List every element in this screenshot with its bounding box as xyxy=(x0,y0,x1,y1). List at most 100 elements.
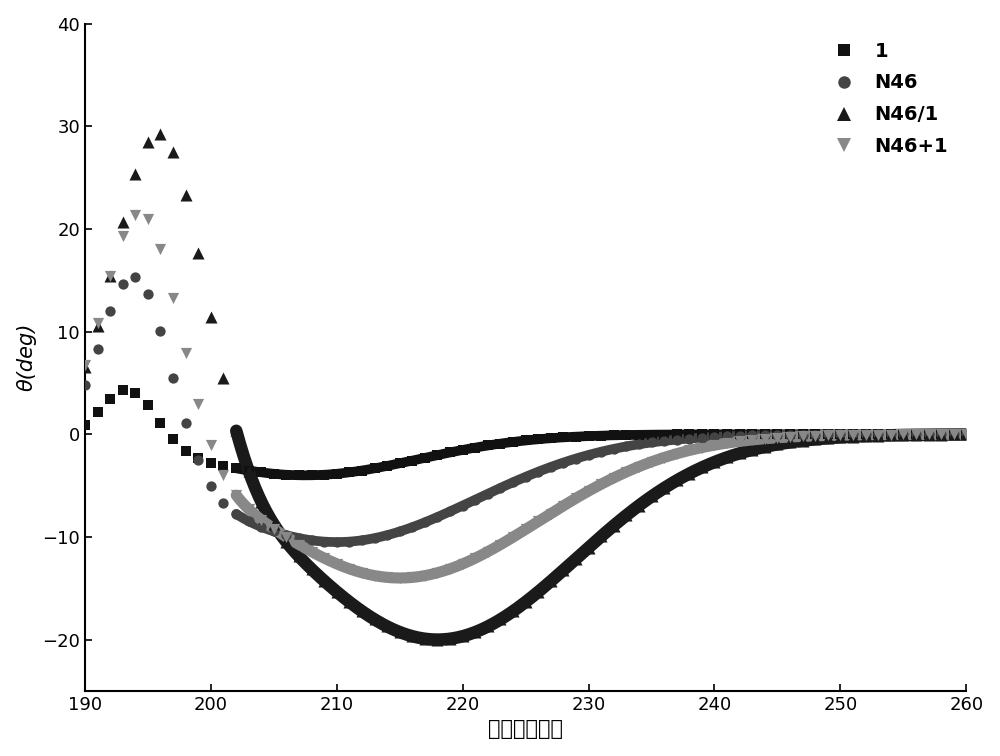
Point xyxy=(278,536,294,548)
Point xyxy=(241,503,257,515)
Point xyxy=(278,469,294,481)
Point xyxy=(870,428,886,440)
Point xyxy=(593,429,609,442)
Point xyxy=(581,541,597,553)
Point xyxy=(417,516,433,528)
Point xyxy=(480,439,496,451)
1 xyxy=(230,464,242,473)
Point xyxy=(152,243,168,256)
Point xyxy=(90,406,106,418)
Point xyxy=(921,428,937,440)
Point xyxy=(505,476,521,488)
Point xyxy=(568,453,584,465)
Point xyxy=(455,631,471,643)
Point xyxy=(669,429,685,441)
Point xyxy=(492,613,508,625)
Point xyxy=(140,399,156,411)
Point xyxy=(492,482,508,494)
Point xyxy=(908,429,924,441)
Point xyxy=(127,271,143,283)
Point xyxy=(304,546,320,558)
Point xyxy=(253,521,269,533)
Point xyxy=(341,596,357,608)
Point xyxy=(329,586,345,598)
Point xyxy=(732,430,748,442)
Point xyxy=(744,434,760,446)
Point xyxy=(656,482,672,494)
N46 xyxy=(612,444,624,453)
Point xyxy=(820,428,836,440)
Point xyxy=(379,460,395,472)
Point xyxy=(744,444,760,456)
Point xyxy=(77,361,93,373)
Point xyxy=(392,572,408,584)
Point xyxy=(769,429,785,441)
Point xyxy=(341,466,357,479)
Point xyxy=(606,472,622,484)
Point xyxy=(883,428,899,440)
Point xyxy=(442,633,458,645)
Point xyxy=(379,621,395,633)
N46/1 xyxy=(335,590,347,600)
N46 xyxy=(900,429,912,438)
Point xyxy=(165,372,181,384)
Point xyxy=(492,538,508,550)
Point xyxy=(895,429,911,441)
Point xyxy=(404,521,420,533)
Point xyxy=(102,271,118,283)
Point xyxy=(858,428,874,440)
Point xyxy=(90,342,106,355)
Point xyxy=(379,529,395,541)
Point xyxy=(127,169,143,181)
Point xyxy=(845,429,861,441)
Point xyxy=(870,429,886,441)
Point xyxy=(329,536,345,548)
Point xyxy=(908,429,924,441)
Point xyxy=(883,428,899,440)
Point xyxy=(732,428,748,440)
Point xyxy=(518,435,534,447)
Point xyxy=(404,572,420,584)
N46+1 xyxy=(335,561,347,570)
Point xyxy=(354,605,370,617)
Point xyxy=(933,428,949,440)
Point xyxy=(316,535,332,547)
N46/1 xyxy=(612,517,624,526)
Point xyxy=(392,525,408,538)
Point xyxy=(442,446,458,458)
Point xyxy=(530,586,546,598)
Point xyxy=(719,430,735,442)
1 xyxy=(419,453,431,462)
1 xyxy=(612,431,624,440)
Point xyxy=(606,429,622,442)
Point xyxy=(921,429,937,441)
Point xyxy=(329,558,345,570)
Point xyxy=(442,505,458,517)
Point xyxy=(354,464,370,476)
Point xyxy=(921,428,937,440)
Point xyxy=(253,466,269,479)
Point xyxy=(895,428,911,440)
Point xyxy=(354,567,370,579)
Point xyxy=(946,428,962,440)
Point xyxy=(442,562,458,575)
N46 xyxy=(336,538,348,547)
N46 xyxy=(794,430,806,439)
1 xyxy=(960,429,972,438)
Point xyxy=(367,613,383,625)
Point xyxy=(77,419,93,431)
Point xyxy=(215,497,231,509)
Point xyxy=(304,469,320,482)
Point xyxy=(530,433,546,445)
Point xyxy=(429,567,445,579)
N46+1 xyxy=(909,430,921,439)
Point xyxy=(467,442,483,454)
Point xyxy=(266,522,282,534)
Point xyxy=(480,488,496,500)
Point xyxy=(291,532,307,544)
Point xyxy=(568,553,584,565)
Point xyxy=(543,507,559,519)
Point xyxy=(480,621,496,633)
Point xyxy=(744,429,760,442)
Point xyxy=(719,437,735,449)
